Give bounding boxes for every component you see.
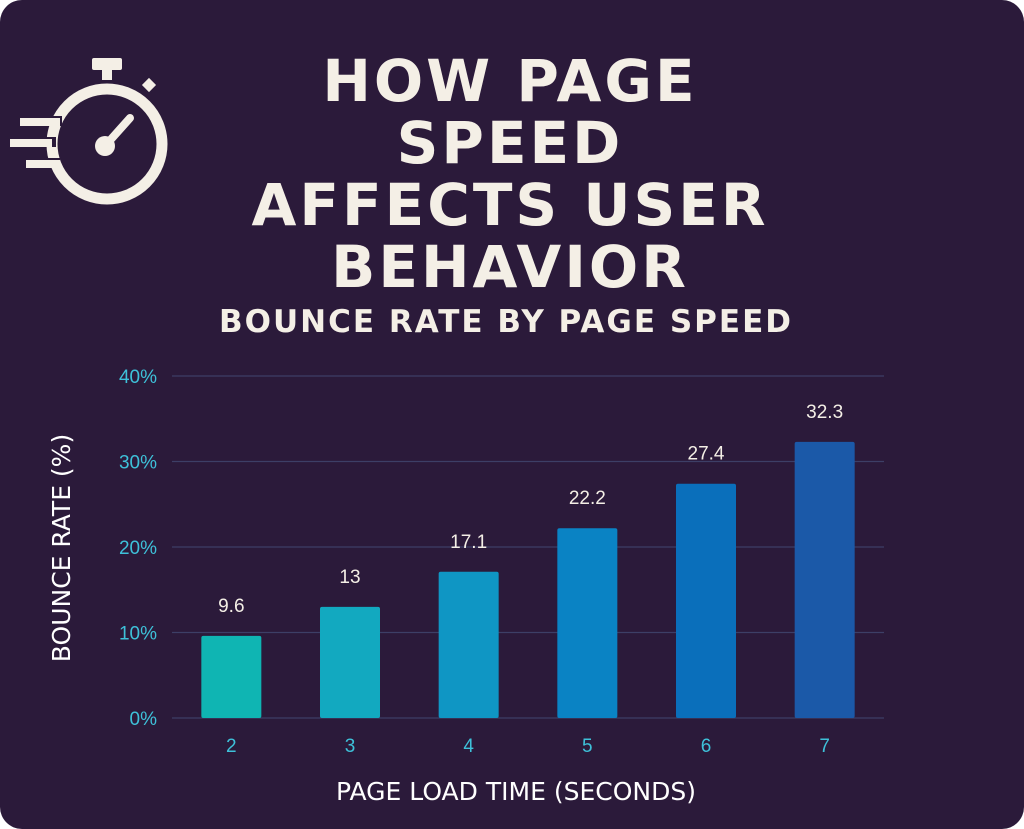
data-label: 9.6 bbox=[218, 596, 244, 617]
bar bbox=[557, 528, 618, 718]
x-tick-label: 4 bbox=[463, 736, 474, 757]
data-label: 17.1 bbox=[450, 532, 487, 553]
x-tick-label: 3 bbox=[345, 736, 356, 757]
x-tick-label: 6 bbox=[701, 736, 712, 757]
chart-title: BOUNCE RATE BY PAGE SPEED bbox=[219, 304, 793, 340]
bar bbox=[438, 571, 499, 718]
data-label: 13 bbox=[339, 567, 360, 588]
bar bbox=[201, 635, 262, 718]
y-axis-ticks: 0% 10% 20% 30% 40% bbox=[119, 367, 157, 730]
x-tick-label: 7 bbox=[819, 736, 830, 757]
x-tick-label: 2 bbox=[226, 736, 237, 757]
bars bbox=[201, 441, 855, 718]
page-title: HOW PAGE SPEED AFFECTS USER BEHAVIOR bbox=[200, 50, 820, 298]
y-axis-label: BOUNCE RATE (%) bbox=[47, 434, 76, 662]
y-tick-label: 40% bbox=[119, 367, 157, 388]
data-label: 32.3 bbox=[806, 402, 843, 423]
y-tick-label: 30% bbox=[119, 453, 157, 474]
y-tick-label: 10% bbox=[119, 624, 157, 645]
data-label: 27.4 bbox=[688, 444, 725, 465]
x-axis-label: PAGE LOAD TIME (SECONDS) bbox=[336, 777, 696, 806]
x-axis-ticks: 2 3 4 5 6 7 bbox=[226, 736, 830, 757]
y-tick-label: 0% bbox=[130, 709, 158, 730]
title-line-1: HOW PAGE SPEED bbox=[322, 47, 698, 177]
bar bbox=[794, 441, 855, 718]
x-tick-label: 5 bbox=[582, 736, 593, 757]
data-labels: 9.6 13 17.1 22.2 27.4 32.3 bbox=[218, 402, 843, 617]
bar bbox=[676, 483, 736, 718]
title-line-3: BEHAVIOR bbox=[331, 233, 689, 301]
stopwatch-speed-icon bbox=[10, 58, 168, 205]
title-line-2: AFFECTS USER bbox=[251, 171, 769, 239]
gridlines bbox=[172, 375, 884, 719]
y-tick-label: 20% bbox=[119, 538, 157, 559]
bar bbox=[320, 606, 380, 718]
data-label: 22.2 bbox=[569, 488, 606, 509]
